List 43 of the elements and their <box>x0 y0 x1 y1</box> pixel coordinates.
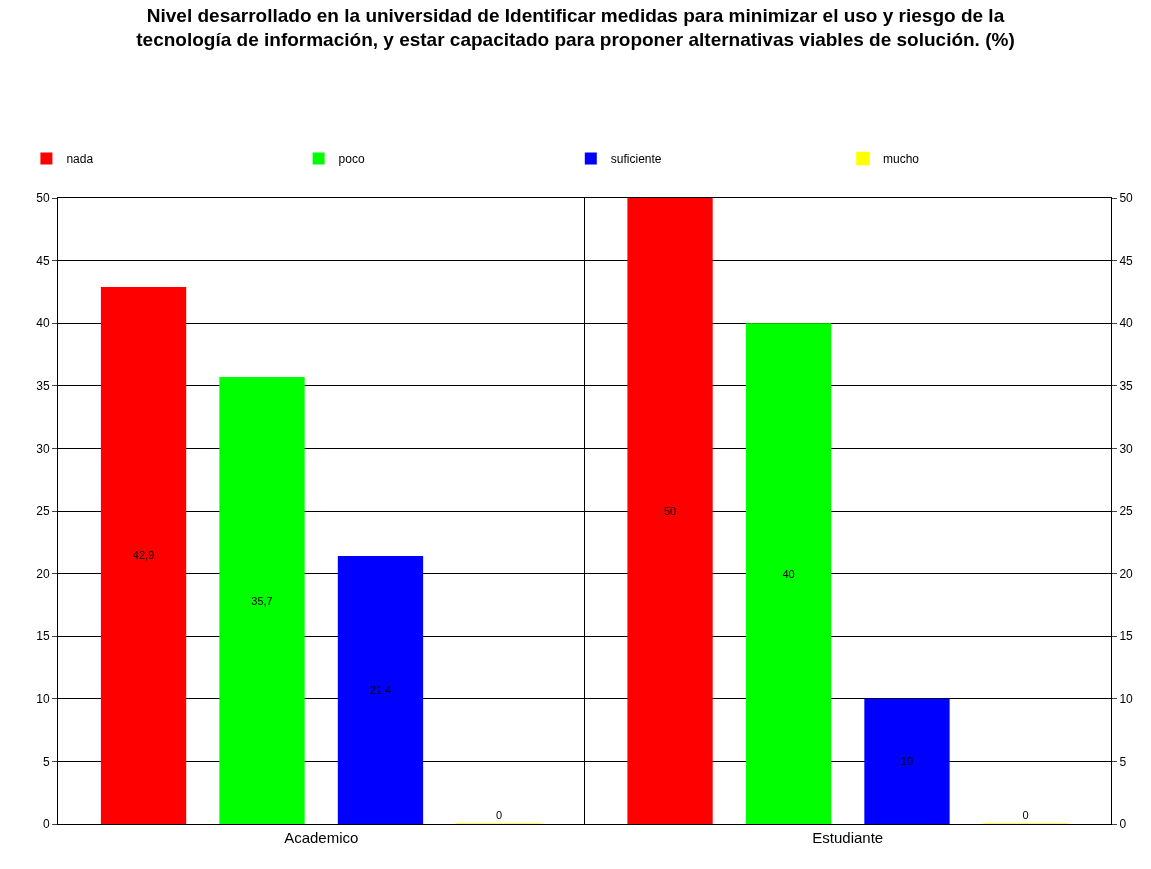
y2-tick-label: 35 <box>1119 379 1134 393</box>
y2-tick-label: 0 <box>1119 817 1127 832</box>
bar <box>100 286 187 824</box>
bar <box>745 323 832 824</box>
y2-tick-label: 45 <box>1119 253 1134 268</box>
y-tick-label: 15 <box>36 629 50 644</box>
data-label: 35,7 <box>251 594 273 607</box>
data-label: 0 <box>495 809 503 821</box>
y2-tick-label: 30 <box>1119 441 1134 456</box>
data-label: 40 <box>782 567 795 580</box>
y-tick-label: 5 <box>42 754 50 769</box>
y-tick-label: 10 <box>36 692 50 706</box>
x-tick-label: Academico <box>284 829 359 846</box>
y2-tick-label: 50 <box>1119 191 1134 206</box>
data-label: 50 <box>663 505 677 517</box>
y2-tick-label: 10 <box>1119 692 1134 706</box>
y-tick-label: 40 <box>36 316 50 331</box>
y-tick-label: 45 <box>36 253 50 268</box>
y-tick-label: 50 <box>36 191 50 206</box>
y2-tick-label: 20 <box>1119 566 1134 581</box>
y-tick-label: 25 <box>36 504 50 519</box>
data-label: 21,4 <box>369 684 392 697</box>
y2-tick-label: 40 <box>1119 316 1134 331</box>
y-tick-label: 0 <box>42 817 50 832</box>
bar <box>864 698 950 824</box>
legend-label: suficiente <box>610 152 662 167</box>
y2-tick-label: 15 <box>1119 629 1134 644</box>
legend-label: nada <box>66 152 94 167</box>
legend-label: mucho <box>882 152 920 167</box>
data-label: 0 <box>1022 809 1029 821</box>
x-tick-label: Estudiante <box>812 829 884 846</box>
data-label: 42,9 <box>132 549 155 562</box>
y-tick-label: 35 <box>36 379 50 393</box>
bar <box>627 198 713 824</box>
legend-label: poco <box>338 152 365 167</box>
chart-title: Nivel desarrollado en la universidad de Identificar medidas para minimizar el uso y riesgo de la tecnología de información, y estar capacitado para proponer alternativas viables de solución. (%) <box>136 4 1015 51</box>
y-tick-label: 20 <box>36 566 50 581</box>
y2-tick-label: 5 <box>1119 754 1127 769</box>
bar <box>219 377 305 824</box>
data-label: 10 <box>900 755 914 768</box>
y-tick-label: 30 <box>36 441 50 456</box>
y2-tick-label: 25 <box>1119 504 1134 519</box>
bar <box>337 556 424 824</box>
